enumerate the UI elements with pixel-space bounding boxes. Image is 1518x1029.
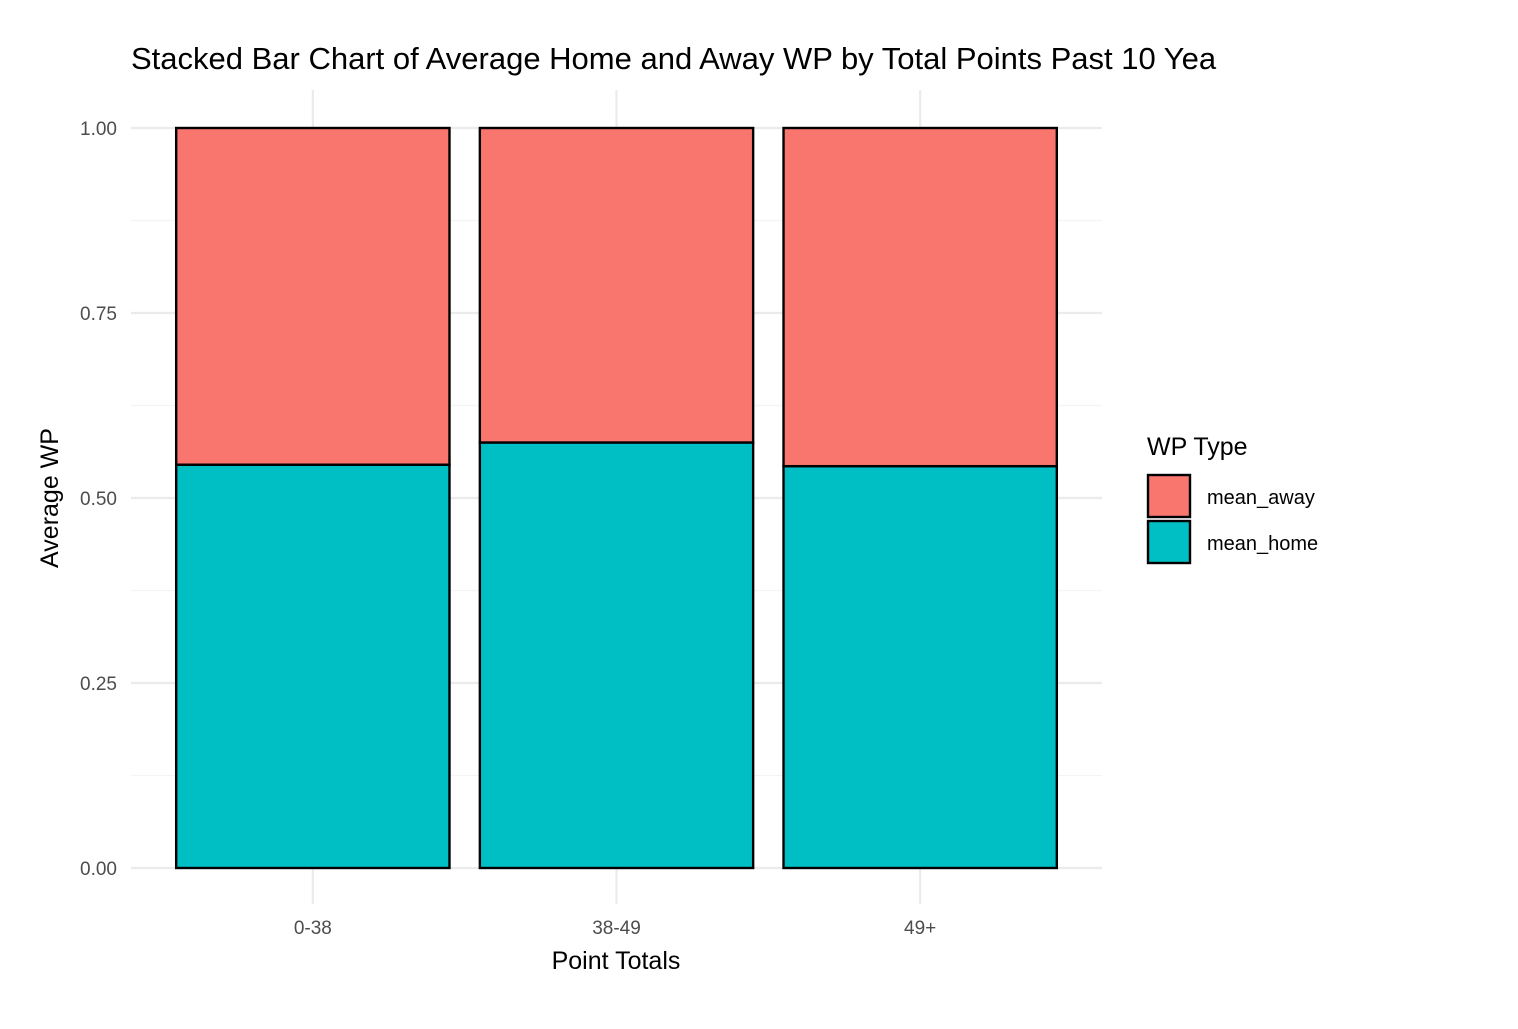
legend: WP Type mean_away mean_home bbox=[1146, 433, 1318, 565]
x-tick-label: 0-38 bbox=[294, 918, 332, 939]
legend-label: mean_home bbox=[1207, 533, 1318, 555]
x-tick-label: 38-49 bbox=[592, 918, 641, 939]
bar-segment-mean_home bbox=[174, 463, 451, 870]
axes: 0.00 0.25 0.50 0.75 1.00 0-38 38-49 49+ bbox=[80, 119, 936, 939]
y-tick-label: 0.25 bbox=[80, 674, 117, 695]
legend-key-mean_home bbox=[1146, 519, 1192, 565]
y-tick-label: 0.75 bbox=[80, 304, 117, 325]
bars bbox=[174, 126, 1059, 870]
legend-title: WP Type bbox=[1147, 433, 1248, 461]
y-axis-title: Average WP bbox=[36, 428, 64, 568]
y-tick-label: 0.50 bbox=[80, 489, 117, 510]
x-tick-label: 49+ bbox=[904, 918, 936, 939]
bar-segment-mean_home bbox=[478, 441, 755, 870]
chart-title: Stacked Bar Chart of Average Home and Aw… bbox=[131, 41, 1217, 76]
bar-segment-mean_away bbox=[478, 126, 755, 444]
bar-segment-mean_home bbox=[782, 464, 1059, 870]
legend-label: mean_away bbox=[1207, 487, 1315, 509]
legend-key-mean_away bbox=[1146, 473, 1192, 519]
bar-segment-mean_away bbox=[174, 126, 451, 466]
y-tick-label: 0.00 bbox=[80, 859, 117, 880]
bar-segment-mean_away bbox=[782, 126, 1059, 468]
x-axis-title: Point Totals bbox=[552, 947, 681, 975]
y-tick-label: 1.00 bbox=[80, 119, 117, 140]
